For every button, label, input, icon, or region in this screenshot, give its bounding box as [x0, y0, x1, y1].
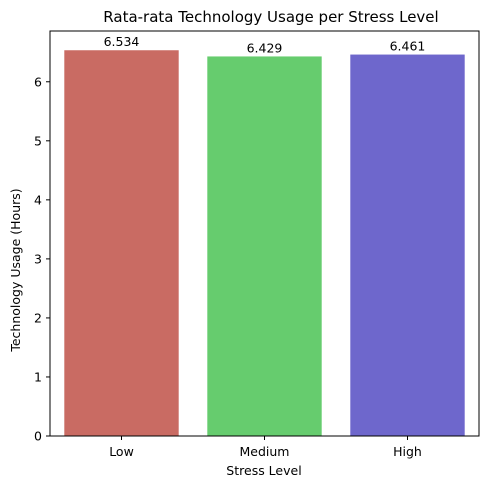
x-tick-label: High — [393, 444, 422, 459]
bar-value-label: 6.461 — [390, 39, 426, 54]
y-axis-label: Technology Usage (Hours) — [8, 188, 23, 352]
y-tick-label: 0 — [34, 429, 42, 444]
bar-value-label: 6.534 — [104, 34, 140, 49]
bar-value-label: 6.429 — [247, 40, 283, 55]
y-tick-label: 3 — [34, 251, 42, 266]
bar-low — [64, 50, 178, 436]
bar-medium — [207, 56, 321, 436]
y-tick-label: 1 — [34, 369, 42, 384]
x-tick-label: Low — [109, 444, 134, 459]
x-axis-label: Stress Level — [226, 463, 301, 478]
bar-high — [350, 55, 464, 436]
y-tick-label: 5 — [34, 133, 42, 148]
plot-area: Low 6.534 Medium 6.429 High 6.461 0 1 2 3 4 5 6 — [34, 31, 479, 459]
y-tick-label: 6 — [34, 74, 42, 89]
chart-title: Rata-rata Technology Usage per Stress Le… — [103, 8, 438, 26]
y-tick-label: 2 — [34, 310, 42, 325]
y-tick-label: 4 — [34, 192, 42, 207]
x-tick-label: Medium — [240, 444, 290, 459]
